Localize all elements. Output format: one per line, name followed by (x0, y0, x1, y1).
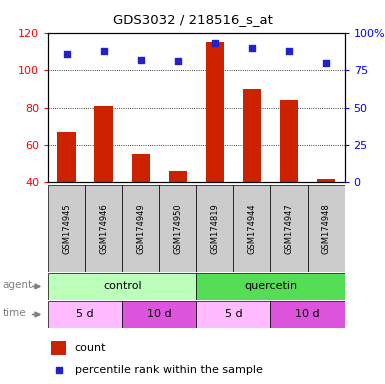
Point (55, 367, 62, 373)
Point (323, 60, 329, 66)
Bar (270, 185, 308, 272)
Bar (233, 185, 270, 272)
Text: quercetin: quercetin (244, 281, 297, 291)
Point (175, 58, 181, 64)
Text: GSM174949: GSM174949 (136, 204, 145, 254)
Text: count: count (75, 343, 106, 353)
Bar (48, 273, 196, 300)
Text: control: control (103, 281, 142, 291)
Text: GSM174944: GSM174944 (248, 204, 256, 254)
Bar (196, 301, 270, 328)
Bar (196, 185, 233, 272)
Bar (308, 185, 345, 272)
Point (249, 45, 255, 51)
Bar (169, 171, 187, 257)
Text: agent: agent (2, 280, 32, 290)
Bar (206, 42, 224, 257)
Bar (48, 301, 122, 328)
Bar (317, 179, 335, 257)
Bar (85, 185, 122, 272)
Point (138, 56, 144, 63)
Text: GSM174946: GSM174946 (99, 203, 108, 254)
Text: GSM174945: GSM174945 (62, 204, 71, 254)
Text: 5 d: 5 d (76, 310, 94, 319)
Bar (94, 106, 113, 257)
Point (100, 48, 107, 54)
Bar (57, 132, 76, 257)
Text: 10 d: 10 d (295, 310, 320, 319)
Point (286, 48, 292, 54)
Text: percentile rank within the sample: percentile rank within the sample (75, 365, 263, 375)
Bar (243, 89, 261, 257)
Point (64, 51, 70, 57)
Text: GSM174948: GSM174948 (321, 203, 331, 254)
Text: 5 d: 5 d (224, 310, 242, 319)
Bar (270, 301, 345, 328)
Bar (196, 273, 345, 300)
Text: 10 d: 10 d (147, 310, 172, 319)
Bar (51, 341, 66, 355)
Bar (48, 185, 85, 272)
Text: GSM174819: GSM174819 (210, 203, 219, 254)
Text: time: time (2, 308, 26, 318)
Point (212, 40, 218, 46)
Bar (122, 301, 196, 328)
Text: GSM174950: GSM174950 (173, 204, 182, 254)
Text: GSM174947: GSM174947 (285, 203, 293, 254)
Bar (122, 185, 159, 272)
Bar (280, 100, 298, 257)
Bar (132, 154, 150, 257)
Bar (159, 185, 196, 272)
Text: GDS3032 / 218516_s_at: GDS3032 / 218516_s_at (112, 13, 273, 26)
